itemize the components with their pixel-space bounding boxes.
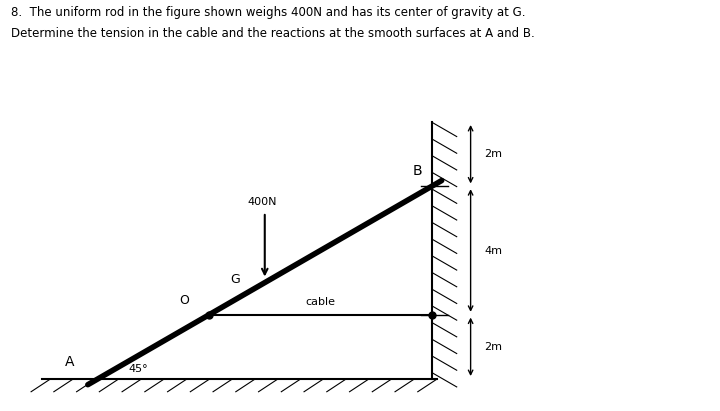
- Text: cable: cable: [305, 297, 336, 307]
- Text: 4m: 4m: [485, 245, 503, 256]
- Text: B: B: [413, 164, 423, 178]
- Text: G: G: [230, 273, 240, 286]
- Text: 2m: 2m: [485, 342, 503, 352]
- Text: A: A: [66, 355, 75, 369]
- Text: 45°: 45°: [128, 364, 148, 374]
- Text: 8.  The uniform rod in the figure shown weighs 400N and has its center of gravit: 8. The uniform rod in the figure shown w…: [11, 6, 526, 19]
- Text: O: O: [179, 294, 189, 307]
- Text: 2m: 2m: [485, 149, 503, 159]
- Text: Determine the tension in the cable and the reactions at the smooth surfaces at A: Determine the tension in the cable and t…: [11, 27, 534, 40]
- Text: 400N: 400N: [247, 197, 276, 207]
